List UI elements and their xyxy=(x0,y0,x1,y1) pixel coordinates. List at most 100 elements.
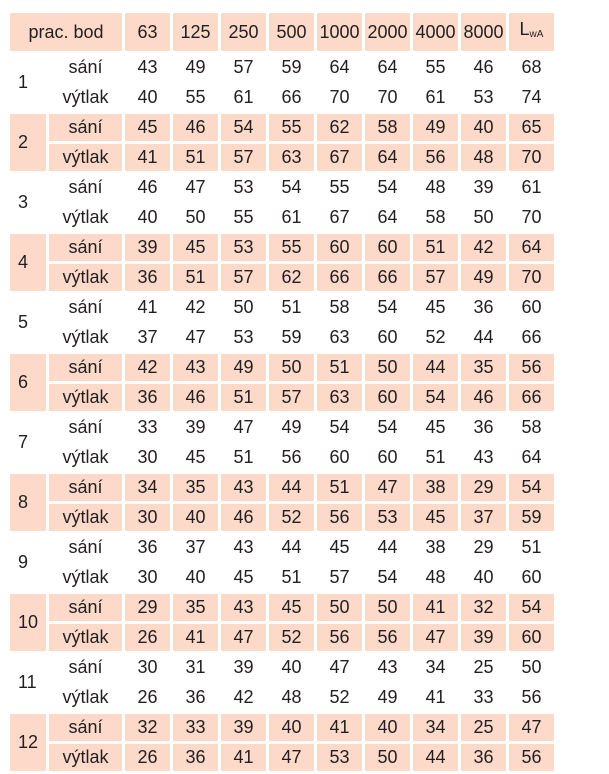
value-cell: 62 xyxy=(317,114,362,141)
value-cell: 43 xyxy=(377,657,398,677)
value-cell: 46 xyxy=(461,384,506,411)
value-cell: 37 xyxy=(185,537,206,557)
header-freq-125: 125 xyxy=(173,13,218,51)
row-type-intake: sání xyxy=(68,177,103,197)
table-row-11-discharge: výtlak 26 36 42 48 52 49 41 33 56 xyxy=(10,684,554,711)
value-cell: 53 xyxy=(233,177,254,197)
table-row-10-intake: 10 sání 29 35 43 45 50 50 41 32 54 xyxy=(10,594,554,651)
value-cell: 68 xyxy=(521,57,542,77)
value-cell: 67 xyxy=(329,207,350,227)
value-cell: 45 xyxy=(233,567,254,587)
value-cell: 47 xyxy=(269,744,314,771)
row-type-discharge: výtlak xyxy=(49,624,122,651)
header-row: prac. bod 63 125 250 500 1000 2000 4000 8000 LwA xyxy=(10,13,554,51)
value-cell: 63 xyxy=(317,384,362,411)
value-cell: 36 xyxy=(173,744,218,771)
header-freq-250: 250 xyxy=(221,13,266,51)
table-row-5-intake: 5 sání 41 42 50 51 58 54 45 36 60 xyxy=(10,294,554,332)
value-cell: 58 xyxy=(329,297,350,317)
value-cell: 30 xyxy=(137,447,158,467)
value-cell: 43 xyxy=(137,57,158,77)
operating-point-number: 9 xyxy=(18,552,29,572)
value-cell: 39 xyxy=(461,624,506,651)
value-cell: 70 xyxy=(377,87,398,107)
value-cell: 60 xyxy=(521,297,542,317)
value-cell: 52 xyxy=(269,504,314,531)
header-freq-63: 63 xyxy=(125,13,170,51)
value-cell: 57 xyxy=(221,144,266,171)
value-cell: 61 xyxy=(521,177,542,197)
value-cell: 25 xyxy=(473,657,494,677)
value-cell: 45 xyxy=(269,594,314,621)
value-cell: 55 xyxy=(185,87,206,107)
value-cell: 40 xyxy=(137,87,158,107)
value-cell: 40 xyxy=(269,714,314,741)
value-cell: 29 xyxy=(461,474,506,501)
value-cell: 56 xyxy=(521,687,542,707)
value-cell: 36 xyxy=(185,687,206,707)
value-cell: 53 xyxy=(233,327,254,347)
value-cell: 44 xyxy=(473,327,494,347)
value-cell: 26 xyxy=(137,687,158,707)
value-cell: 66 xyxy=(281,87,302,107)
value-cell: 70 xyxy=(329,87,350,107)
operating-point-number: 11 xyxy=(18,672,37,692)
value-cell: 44 xyxy=(413,744,458,771)
row-type-intake: sání xyxy=(49,594,122,621)
value-cell: 36 xyxy=(473,297,494,317)
value-cell: 54 xyxy=(509,594,554,621)
table-row-3-discharge: výtlak 40 50 55 61 67 64 58 50 70 xyxy=(10,204,554,231)
value-cell: 50 xyxy=(233,297,254,317)
value-cell: 60 xyxy=(329,447,350,467)
value-cell: 52 xyxy=(269,624,314,651)
value-cell: 57 xyxy=(233,57,254,77)
value-cell: 29 xyxy=(125,594,170,621)
value-cell: 52 xyxy=(329,687,350,707)
value-cell: 56 xyxy=(317,504,362,531)
value-cell: 26 xyxy=(125,624,170,651)
value-cell: 35 xyxy=(461,354,506,381)
value-cell: 70 xyxy=(509,264,554,291)
value-cell: 64 xyxy=(509,234,554,261)
value-cell: 46 xyxy=(173,384,218,411)
table-row-1-intake: 1 sání 43 49 57 59 64 64 55 46 68 xyxy=(10,54,554,92)
value-cell: 45 xyxy=(413,504,458,531)
value-cell: 44 xyxy=(377,537,398,557)
row-type-discharge: výtlak xyxy=(49,504,122,531)
value-cell: 38 xyxy=(413,474,458,501)
value-cell: 50 xyxy=(365,594,410,621)
value-cell: 40 xyxy=(461,114,506,141)
value-cell: 41 xyxy=(317,714,362,741)
value-cell: 46 xyxy=(221,504,266,531)
value-cell: 55 xyxy=(269,234,314,261)
value-cell: 56 xyxy=(509,744,554,771)
value-cell: 48 xyxy=(425,567,446,587)
value-cell: 37 xyxy=(461,504,506,531)
value-cell: 49 xyxy=(413,114,458,141)
value-cell: 30 xyxy=(137,657,158,677)
value-cell: 61 xyxy=(425,87,446,107)
value-cell: 54 xyxy=(221,114,266,141)
value-cell: 39 xyxy=(221,714,266,741)
value-cell: 63 xyxy=(329,327,350,347)
operating-point-number: 6 xyxy=(10,354,46,411)
value-cell: 70 xyxy=(521,207,542,227)
row-type-discharge: výtlak xyxy=(62,687,109,707)
value-cell: 51 xyxy=(281,567,302,587)
table-row-6-intake: 6 sání 42 43 49 50 51 50 44 35 56 xyxy=(10,354,554,411)
value-cell: 42 xyxy=(185,297,206,317)
value-cell: 38 xyxy=(425,537,446,557)
row-type-discharge: výtlak xyxy=(62,87,109,107)
value-cell: 60 xyxy=(377,447,398,467)
value-cell: 57 xyxy=(221,264,266,291)
value-cell: 51 xyxy=(221,384,266,411)
value-cell: 60 xyxy=(377,327,398,347)
header-operating-point: prac. bod xyxy=(10,13,122,51)
value-cell: 32 xyxy=(461,594,506,621)
operating-point-number: 12 xyxy=(10,714,46,771)
value-cell: 39 xyxy=(125,234,170,261)
value-cell: 57 xyxy=(269,384,314,411)
value-cell: 59 xyxy=(509,504,554,531)
value-cell: 58 xyxy=(425,207,446,227)
table-row-7-discharge: výtlak 30 45 51 56 60 60 51 43 64 xyxy=(10,444,554,471)
